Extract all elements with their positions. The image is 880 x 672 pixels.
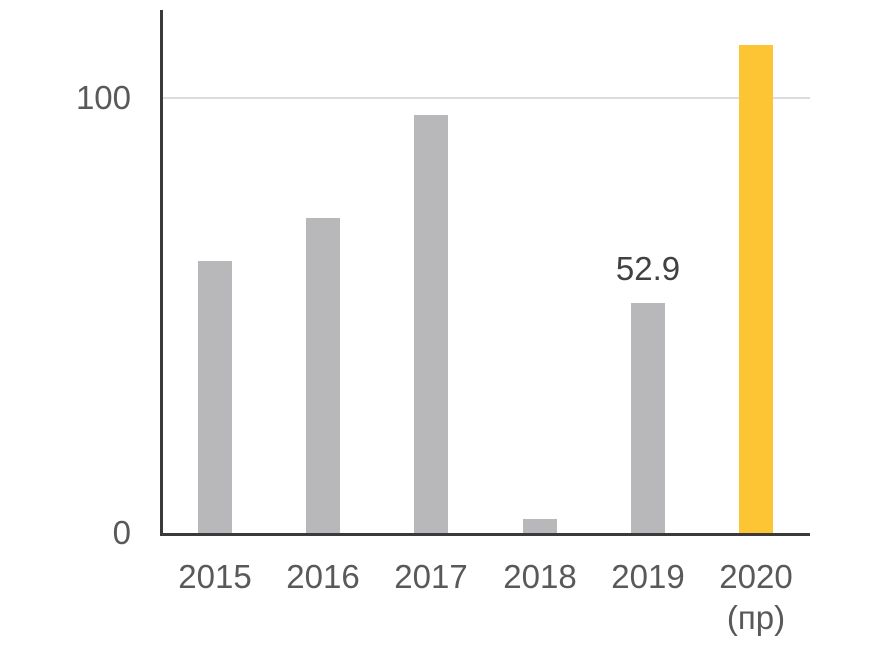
gridline-100 — [162, 97, 810, 99]
x-axis-line — [160, 533, 810, 536]
x-tick-2017: 2017 — [361, 556, 501, 597]
bar-2019 — [631, 303, 665, 534]
bar-2017 — [414, 115, 448, 534]
y-axis-line — [160, 10, 163, 536]
y-tick-100: 100 — [75, 79, 131, 116]
x-tick-2019: 2019 — [578, 556, 718, 597]
x-tick-year: 2018 — [503, 558, 577, 595]
x-tick-sublabel: (пр) — [726, 599, 786, 636]
x-tick-2020: 2020 (пр) — [686, 556, 826, 638]
x-tick-2018: 2018 — [470, 556, 610, 597]
x-tick-year: 2020 — [719, 558, 793, 595]
x-tick-year: 2019 — [611, 558, 685, 595]
x-tick-2016: 2016 — [253, 556, 393, 597]
bar-2015 — [198, 261, 232, 534]
x-tick-year: 2016 — [286, 558, 360, 595]
x-tick-2015: 2015 — [145, 556, 285, 597]
x-tick-year: 2017 — [394, 558, 468, 595]
y-tick-0: 0 — [112, 514, 131, 551]
bar-2020 — [739, 45, 773, 534]
x-tick-year: 2015 — [178, 558, 252, 595]
bar-2016 — [306, 218, 340, 534]
bar-value-label-2019: 52.9 — [615, 250, 681, 287]
bar-2018 — [523, 519, 557, 534]
